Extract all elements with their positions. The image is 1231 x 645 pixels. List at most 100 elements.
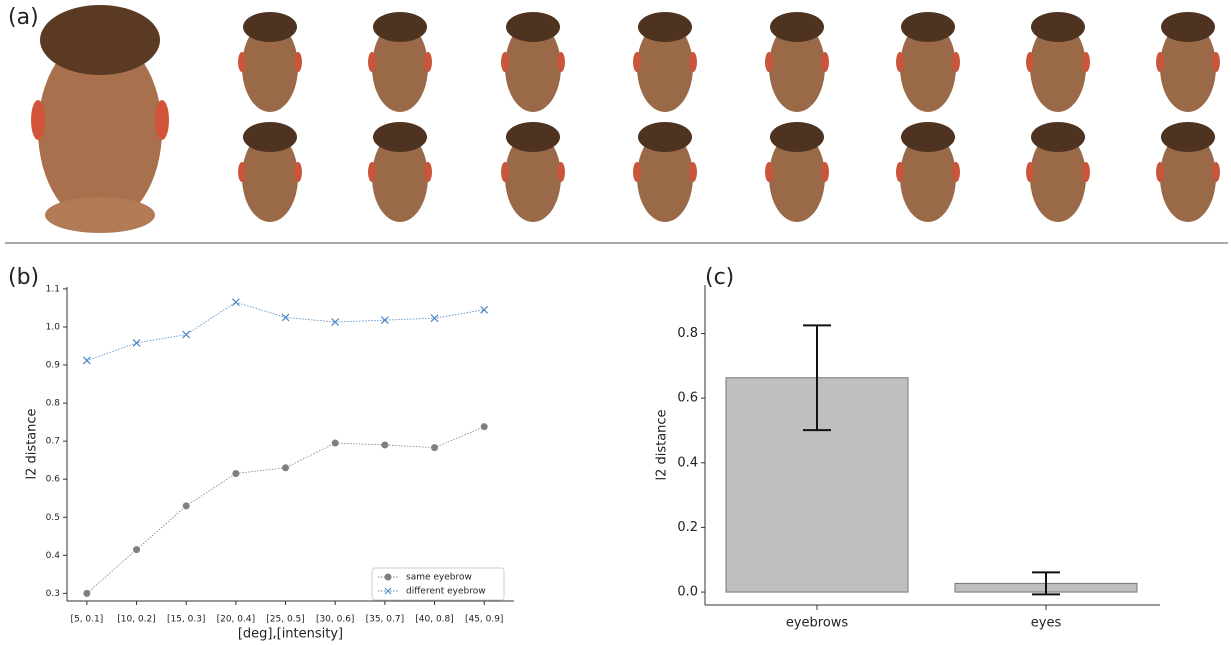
face-ear xyxy=(896,52,904,72)
face-small xyxy=(1156,122,1220,222)
y-tick-label: 0.6 xyxy=(46,475,61,485)
x-tick-label: [30, 0.6] xyxy=(316,615,355,625)
face-hair xyxy=(1161,12,1215,42)
face-skin xyxy=(372,22,428,112)
point xyxy=(231,298,240,307)
face-skin xyxy=(1030,132,1086,222)
x-axis-label: [deg],[intensity] xyxy=(238,627,343,642)
face-skin xyxy=(637,132,693,222)
face-small xyxy=(765,12,829,112)
x-tick-label: [45, 0.9] xyxy=(465,615,504,625)
face-ear xyxy=(689,162,697,182)
face-small xyxy=(1026,122,1090,222)
x-tick-label: [25, 0.5] xyxy=(266,615,305,625)
point xyxy=(182,502,190,510)
face-hair xyxy=(1031,12,1085,42)
face-ear xyxy=(689,52,697,72)
face-hair xyxy=(638,122,692,152)
face-hair xyxy=(506,122,560,152)
point xyxy=(381,441,389,449)
face-skin xyxy=(242,22,298,112)
y-tick-label: 0.8 xyxy=(677,326,698,341)
face-small xyxy=(368,12,432,112)
x-tick-label: eyes xyxy=(1031,616,1062,631)
point xyxy=(480,305,489,314)
error-bar xyxy=(1032,571,1060,596)
series-line xyxy=(86,301,485,361)
face-small xyxy=(896,122,960,222)
face-skin xyxy=(505,132,561,222)
x-tick-label: eyebrows xyxy=(786,616,849,631)
series-line xyxy=(86,426,485,594)
panel-label: (c) xyxy=(705,265,734,290)
face-ear xyxy=(501,52,509,72)
face-hair xyxy=(506,12,560,42)
point xyxy=(232,469,240,477)
face-hair xyxy=(901,122,955,152)
y-tick-label: 0.2 xyxy=(677,520,698,535)
x-tick-label: [20, 0.4] xyxy=(217,615,256,625)
face-ear xyxy=(765,162,773,182)
face-images xyxy=(31,5,1220,233)
y-tick-label: 0.8 xyxy=(46,399,61,409)
face-small xyxy=(368,122,432,222)
face-ear xyxy=(1212,52,1220,72)
x-tick-label: [40, 0.8] xyxy=(415,615,454,625)
point xyxy=(431,444,439,452)
face-hair xyxy=(901,12,955,42)
point xyxy=(480,423,488,431)
face-ear xyxy=(952,162,960,182)
face-ear xyxy=(294,162,302,182)
y-tick-label: 0.6 xyxy=(677,391,698,406)
face-ear xyxy=(896,162,904,182)
face-ear xyxy=(821,162,829,182)
point xyxy=(281,313,290,322)
face-ear xyxy=(368,162,376,182)
y-tick-label: 0.5 xyxy=(46,513,60,523)
face-hair xyxy=(373,12,427,42)
legend-box xyxy=(371,567,505,601)
error-bar xyxy=(803,324,831,432)
face-skin xyxy=(900,132,956,222)
x-tick-label: [15, 0.3] xyxy=(167,615,206,625)
face-ear xyxy=(238,52,246,72)
point xyxy=(133,546,141,554)
face-ear xyxy=(1026,162,1034,182)
face-ear xyxy=(765,52,773,72)
face-ear xyxy=(557,52,565,72)
face-small xyxy=(238,12,302,112)
face-ear xyxy=(1156,52,1164,72)
face-hair xyxy=(243,122,297,152)
face-ear xyxy=(238,162,246,182)
face-ear xyxy=(501,162,509,182)
face-ear xyxy=(952,52,960,72)
face-hair xyxy=(243,12,297,42)
face-ear xyxy=(1212,162,1220,182)
y-tick-label: 0.7 xyxy=(46,437,60,447)
face-small xyxy=(633,122,697,222)
face-skin xyxy=(1030,22,1086,112)
face-hair xyxy=(770,122,824,152)
panel-label: (a) xyxy=(8,5,39,30)
x-tick-label: [35, 0.7] xyxy=(366,615,405,625)
point xyxy=(282,464,290,472)
x-tick-label: [5, 0.1] xyxy=(70,615,103,625)
face-hair xyxy=(373,122,427,152)
y-axis-label: l2 distance xyxy=(655,409,670,480)
face-ear xyxy=(633,52,641,72)
y-tick-label: 1.0 xyxy=(46,322,61,332)
face-hair xyxy=(1161,122,1215,152)
point xyxy=(132,339,141,347)
face-small xyxy=(501,12,565,112)
face-skin xyxy=(505,22,561,112)
legend-marker xyxy=(384,573,392,581)
face-skin xyxy=(1160,132,1216,222)
face-small xyxy=(1156,12,1220,112)
face-small xyxy=(896,12,960,112)
legend-label: different eyebrow xyxy=(406,587,486,597)
legend-label: same eyebrow xyxy=(406,573,472,583)
face-skin xyxy=(242,132,298,222)
x-tick-label: [10, 0.2] xyxy=(117,615,156,625)
point xyxy=(331,318,340,326)
face-skin xyxy=(769,22,825,112)
